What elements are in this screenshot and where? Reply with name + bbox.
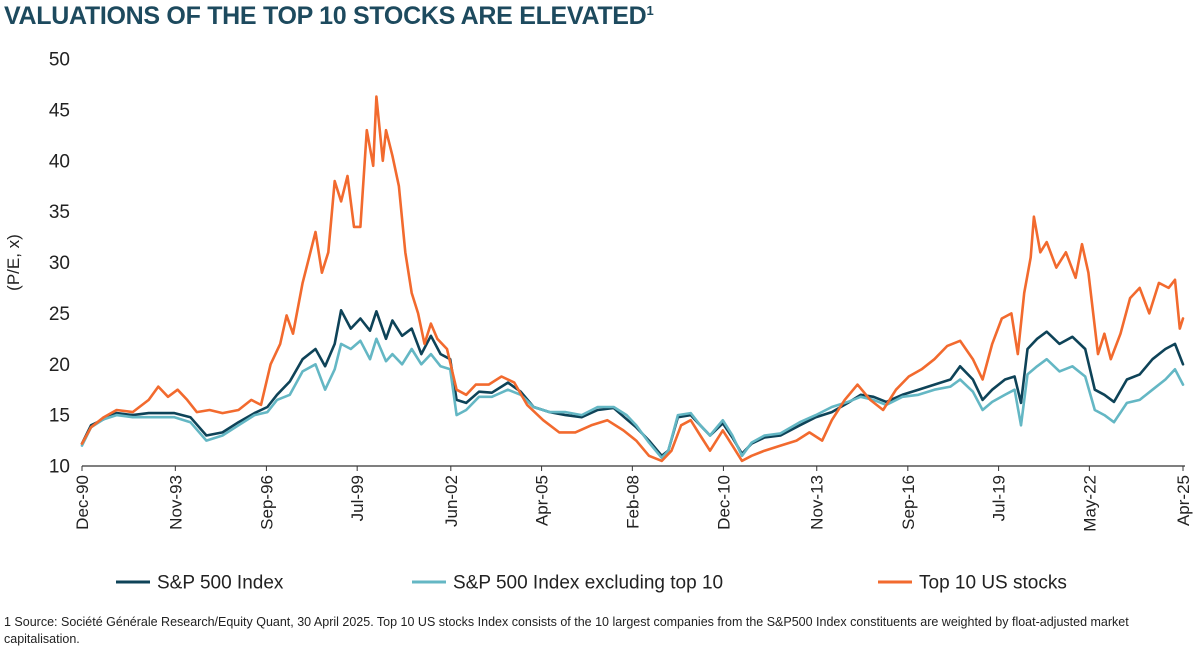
x-tick-label: Sep-96 [257,475,276,530]
x-tick-label: May-22 [1080,475,1099,532]
series-line-3 [80,95,1185,463]
source-footnote: 1 Source: Société Générale Research/Equi… [4,615,1129,646]
y-tick-label: 20 [49,355,70,376]
series-line-1 [80,309,1185,458]
y-tick-label: 10 [49,457,70,478]
legend-label-1: S&P 500 Index [157,573,284,594]
x-tick-label: Jul-19 [990,475,1009,521]
series-line-2 [80,337,1185,460]
x-tick-label: Dec-90 [73,475,92,530]
legend: S&P 500 Index S&P 500 Index excluding top… [116,573,1067,594]
x-tick-label: Jun-02 [442,475,461,527]
y-axis-label: (P/E, x) [4,234,23,291]
title-footnote-marker: 1 [646,3,654,18]
y-tick-label: 25 [49,304,70,325]
x-tick-label: Nov-13 [808,475,827,530]
x-tick-label: Jul-99 [348,475,367,521]
pe-ratio-line-chart: 10 15 20 25 30 35 40 45 50 (P/E, x) Dec-90 Nov-93… [4,50,1193,594]
y-tick-label: 30 [49,253,70,274]
x-tick-label: Apr-25 [1174,475,1193,526]
x-axis: Dec-90 Nov-93 Sep-96 Jul-99 Jun-02 Apr-05 Feb-… [73,466,1193,532]
x-tick-label: Feb-08 [623,475,642,529]
y-axis: 10 15 20 25 30 35 40 45 50 [49,50,70,478]
legend-label-3: Top 10 US stocks [919,573,1067,594]
x-tick-label: Dec-10 [714,475,733,530]
x-tick-label: Nov-93 [166,475,185,530]
y-tick-label: 15 [49,406,70,427]
y-tick-label: 50 [49,50,70,71]
y-tick-label: 40 [49,151,70,172]
chart-title: VALUATIONS OF THE TOP 10 STOCKS ARE ELEV… [4,2,654,30]
legend-label-2: S&P 500 Index excluding top 10 [453,573,723,594]
series-layer [80,95,1185,463]
y-tick-label: 45 [49,100,70,121]
x-tick-label: Apr-05 [533,475,552,526]
y-tick-label: 35 [49,202,70,223]
x-tick-label: Sep-16 [899,475,918,530]
